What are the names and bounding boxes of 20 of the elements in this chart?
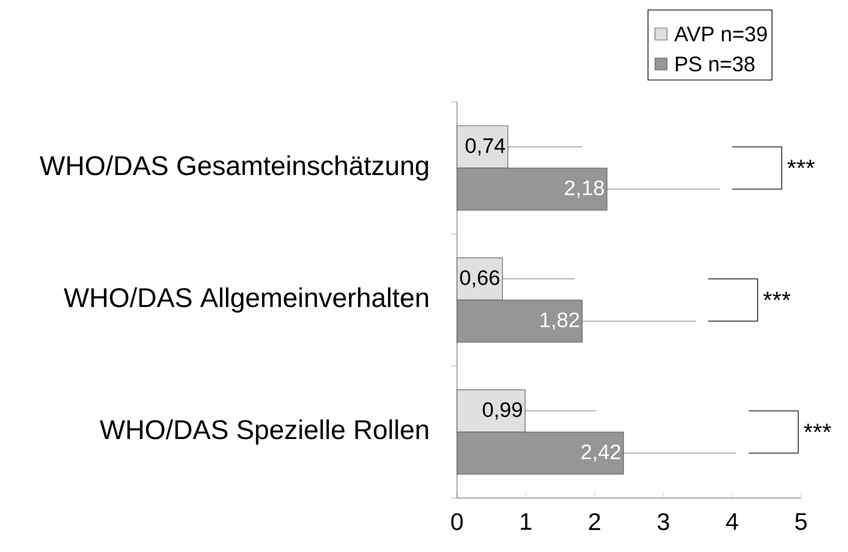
annotation: *** xyxy=(787,160,815,168)
annotation: *** xyxy=(763,292,790,300)
legend-label: PS n=38 xyxy=(676,56,754,72)
y-tick-label: WHO/DAS Spezielle Rollen xyxy=(100,419,428,445)
x-tick-label: 0 xyxy=(451,513,463,530)
data-label: 0,66 xyxy=(460,270,500,288)
x-tick-label: 3 xyxy=(658,513,670,530)
y-tick-label: WHO/DAS Allgemeinverhalten xyxy=(64,287,428,313)
x-tick-label: 2 xyxy=(589,513,600,530)
x-tick-label: 1 xyxy=(520,513,532,530)
y-tick-label: WHO/DAS Gesamteinschätzung xyxy=(40,155,428,181)
text: *** xyxy=(804,424,832,432)
legend-label: AVP n=39 xyxy=(674,26,767,42)
data-label: 2,18 xyxy=(564,180,604,198)
x-tick-label: 4 xyxy=(726,513,738,530)
x-tick-label: 5 xyxy=(795,513,807,530)
data-label: 1,82 xyxy=(540,312,579,330)
data-label: 0,74 xyxy=(466,138,506,156)
data-label: 0,99 xyxy=(482,402,522,420)
data-label: 2,42 xyxy=(581,444,620,462)
